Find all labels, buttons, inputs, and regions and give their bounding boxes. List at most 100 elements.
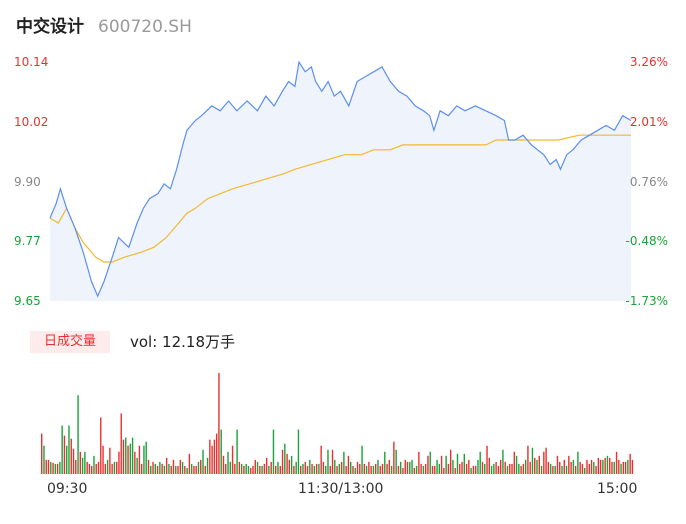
volume-bar [95, 463, 97, 474]
volume-bar [118, 451, 120, 474]
volume-bar [143, 445, 145, 474]
volume-bar [325, 465, 327, 474]
volume-bar [604, 457, 606, 474]
volume-bar [284, 443, 286, 474]
volume-bar [172, 459, 175, 474]
volume-bar [125, 437, 127, 474]
volume-bar [347, 455, 350, 474]
volume-bar [365, 465, 368, 474]
volume-bar [156, 465, 159, 474]
volume-bar [129, 443, 132, 474]
volume-bar [252, 465, 254, 474]
volume-bar [115, 461, 118, 474]
volume-bar [411, 459, 413, 474]
price-area [50, 62, 631, 301]
volume-bar [320, 445, 322, 474]
volume-bar [159, 461, 161, 474]
volume-bar [272, 429, 275, 474]
volume-bar [579, 461, 581, 474]
volume-bar [490, 465, 493, 474]
volume-bar [295, 461, 297, 474]
volume-bar [459, 463, 461, 474]
volume-bar [593, 461, 595, 474]
volume-bar [404, 459, 406, 474]
volume-bar [388, 459, 391, 474]
volume-bar [190, 463, 193, 474]
volume-bar [402, 467, 404, 474]
volume-bar [77, 395, 79, 474]
volume-bar [243, 465, 245, 474]
volume-bar [468, 459, 470, 474]
volume-bar [386, 463, 388, 474]
volume-bar [209, 439, 211, 474]
volume-bar [231, 445, 234, 474]
volume-bar [370, 465, 372, 474]
volume-bar [356, 461, 359, 474]
volume-bar [484, 463, 486, 474]
x-tick-midday: 11:30/13:00 [298, 481, 384, 497]
volume-bar [104, 463, 107, 474]
volume-bar [109, 447, 111, 474]
volume-bar [188, 453, 191, 474]
volume-bar [447, 463, 450, 474]
volume-bar [345, 465, 347, 474]
volume-bar [234, 463, 236, 474]
volume-bar [309, 459, 311, 474]
volume-bar [547, 461, 550, 474]
volume-badge[interactable]: 日成交量 [30, 331, 110, 353]
volume-bar [627, 459, 629, 474]
volume-bar [390, 465, 393, 474]
y-tick-right-1: 2.01% [629, 115, 668, 129]
volume-bar [61, 425, 63, 474]
volume-bar [609, 457, 611, 474]
volume-bar [63, 435, 66, 474]
volume-bar [281, 449, 284, 474]
volume-bar [68, 425, 70, 474]
volume-bar [120, 413, 122, 474]
volume-bar [245, 463, 247, 474]
volume-bar [102, 445, 104, 474]
volume-bar [618, 459, 620, 474]
volume-bar [304, 461, 306, 474]
volume-bar [81, 457, 84, 474]
volume-bar [318, 463, 320, 474]
volume-bar [334, 459, 336, 474]
volume-bar [515, 455, 518, 474]
volume-bar [327, 449, 329, 474]
volume-bar [41, 433, 43, 474]
volume-bar [140, 463, 143, 474]
volume-bar [481, 461, 484, 474]
y-tick-left-2: 9.90 [14, 175, 41, 189]
volume-bar [361, 445, 363, 474]
volume-bar [72, 448, 75, 474]
volume-bar [236, 429, 238, 474]
volume-bar [588, 463, 590, 474]
volume-bar [629, 453, 631, 474]
volume-bar [56, 463, 59, 474]
volume-bar [45, 459, 47, 474]
volume-bar [536, 459, 538, 474]
volume-readout: vol: 12.18万手 [130, 333, 235, 351]
volume-bar [175, 465, 177, 474]
y-tick-left-4: 9.65 [14, 294, 41, 308]
volume-bar [270, 461, 272, 474]
volume-bar [359, 463, 361, 474]
volume-bar [454, 467, 456, 474]
volume-bar [222, 455, 225, 474]
volume-bar [313, 465, 316, 474]
volume-bar [472, 465, 475, 474]
volume-bar [254, 459, 256, 474]
volume-bar [568, 455, 570, 474]
volume-bar [409, 461, 411, 474]
volume-bar [65, 445, 68, 474]
volume-bar [47, 459, 50, 474]
volume-bar [563, 459, 565, 474]
volume-bar [622, 461, 625, 474]
volume-bar [311, 463, 313, 474]
volume-bar [395, 449, 397, 474]
volume-bar [279, 465, 281, 474]
volume-bar [363, 463, 366, 474]
volume-bar [152, 461, 154, 474]
volume-bar [559, 461, 561, 474]
volume-bar [352, 465, 354, 474]
